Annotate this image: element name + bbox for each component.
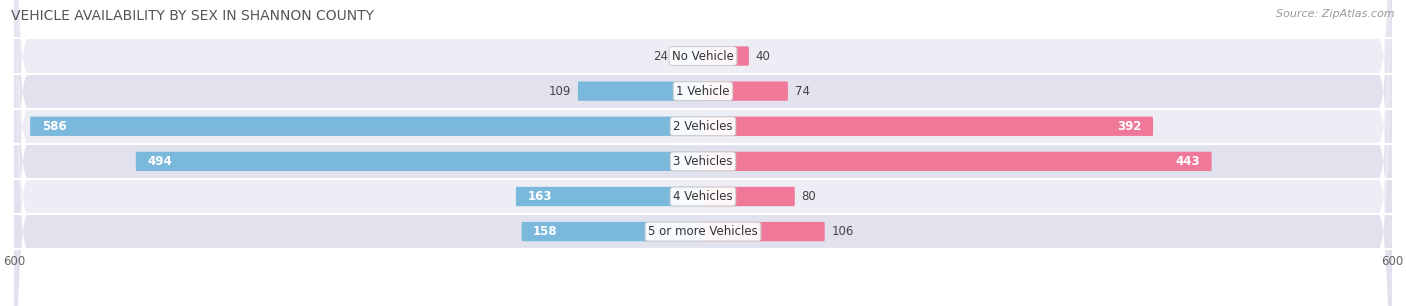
FancyBboxPatch shape bbox=[703, 222, 825, 241]
Text: 163: 163 bbox=[527, 190, 551, 203]
Text: 443: 443 bbox=[1175, 155, 1201, 168]
FancyBboxPatch shape bbox=[703, 81, 787, 101]
Text: 74: 74 bbox=[794, 85, 810, 98]
FancyBboxPatch shape bbox=[703, 47, 749, 66]
Text: 586: 586 bbox=[42, 120, 66, 133]
FancyBboxPatch shape bbox=[703, 152, 1212, 171]
FancyBboxPatch shape bbox=[703, 117, 1153, 136]
Text: 5 or more Vehicles: 5 or more Vehicles bbox=[648, 225, 758, 238]
FancyBboxPatch shape bbox=[14, 0, 1392, 306]
FancyBboxPatch shape bbox=[30, 117, 703, 136]
FancyBboxPatch shape bbox=[14, 0, 1392, 306]
Text: 158: 158 bbox=[533, 225, 558, 238]
Text: 3 Vehicles: 3 Vehicles bbox=[673, 155, 733, 168]
FancyBboxPatch shape bbox=[675, 47, 703, 66]
Text: 392: 392 bbox=[1118, 120, 1142, 133]
FancyBboxPatch shape bbox=[136, 152, 703, 171]
FancyBboxPatch shape bbox=[522, 222, 703, 241]
Text: 40: 40 bbox=[756, 50, 770, 62]
Text: No Vehicle: No Vehicle bbox=[672, 50, 734, 62]
Text: VEHICLE AVAILABILITY BY SEX IN SHANNON COUNTY: VEHICLE AVAILABILITY BY SEX IN SHANNON C… bbox=[11, 9, 374, 23]
Text: 80: 80 bbox=[801, 190, 817, 203]
FancyBboxPatch shape bbox=[703, 187, 794, 206]
Text: 1 Vehicle: 1 Vehicle bbox=[676, 85, 730, 98]
Text: 2 Vehicles: 2 Vehicles bbox=[673, 120, 733, 133]
Text: 24: 24 bbox=[654, 50, 669, 62]
Text: 4 Vehicles: 4 Vehicles bbox=[673, 190, 733, 203]
Text: 109: 109 bbox=[548, 85, 571, 98]
Text: 106: 106 bbox=[831, 225, 853, 238]
FancyBboxPatch shape bbox=[516, 187, 703, 206]
Text: Source: ZipAtlas.com: Source: ZipAtlas.com bbox=[1277, 9, 1395, 19]
Text: 494: 494 bbox=[148, 155, 172, 168]
FancyBboxPatch shape bbox=[14, 0, 1392, 306]
FancyBboxPatch shape bbox=[14, 0, 1392, 306]
FancyBboxPatch shape bbox=[14, 0, 1392, 306]
FancyBboxPatch shape bbox=[14, 0, 1392, 306]
FancyBboxPatch shape bbox=[578, 81, 703, 101]
